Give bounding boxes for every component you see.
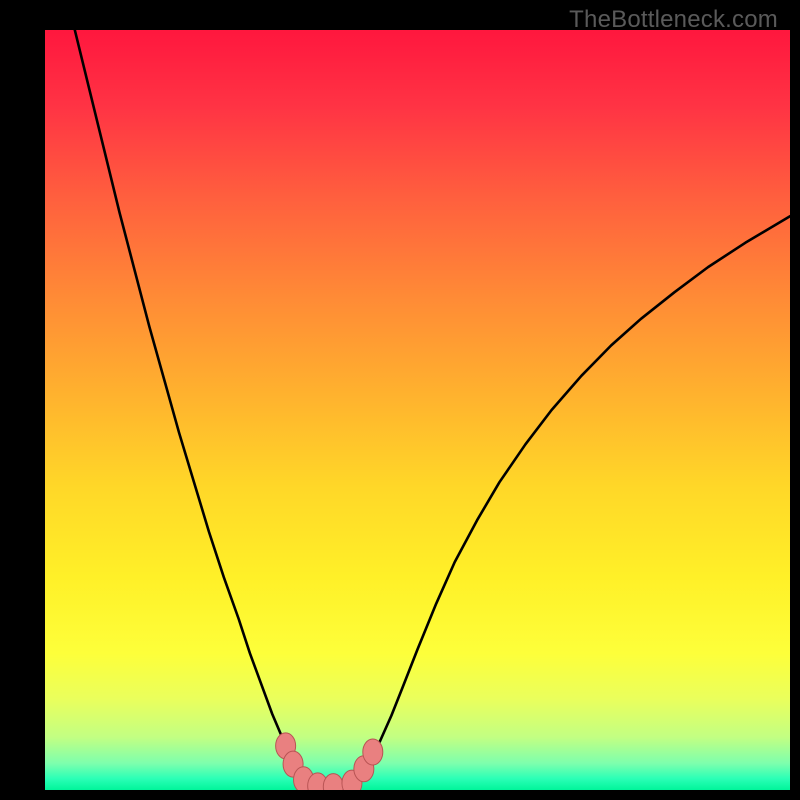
chart-canvas: TheBottleneck.com xyxy=(0,0,800,800)
chart-gradient-background xyxy=(45,30,790,790)
curve-marker xyxy=(363,739,383,765)
bottleneck-chart-svg xyxy=(0,0,800,800)
watermark-text: TheBottleneck.com xyxy=(569,6,778,34)
